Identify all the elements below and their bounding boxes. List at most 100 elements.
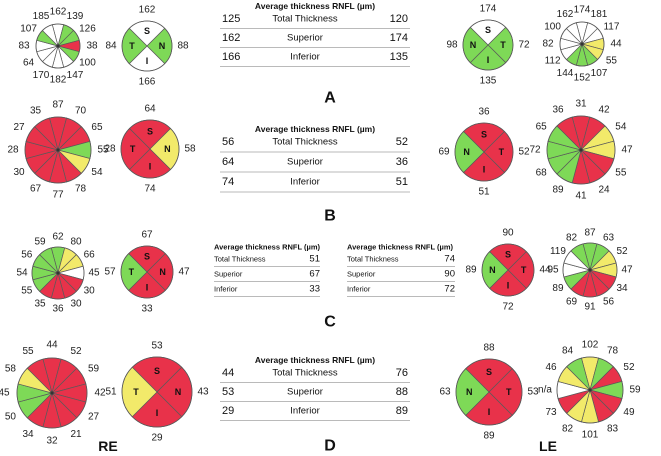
panel-c-right-quadrant-value: 33: [141, 304, 153, 315]
panel-d-right-clock-center: [50, 391, 54, 395]
panel-d-right-clock-label: 34: [22, 429, 34, 440]
panel-c-left-clock-label: 119: [550, 246, 566, 257]
panel-d-left-quadrant-value: 63: [439, 387, 451, 398]
panel-d-table-re-value: 44: [222, 367, 234, 379]
panel-d-left-clock-center: [588, 388, 592, 392]
panel-b-left-clock-label: 89: [552, 184, 564, 195]
panel-b-right-clock-label: 77: [52, 190, 64, 201]
panel-a-right-quadrant-letter: S: [144, 26, 150, 36]
panel-d-table-row-label: Inferior: [290, 406, 320, 417]
panel-a-table-row-label: Total Thickness: [272, 14, 338, 25]
panel-a-right-clock-label: 100: [79, 58, 96, 69]
panel-d-right-quadrant-value: 53: [151, 341, 163, 352]
panel-b-left-quadrant-outline: [454, 122, 514, 182]
panel-b-left-quadrant-value: 51: [478, 187, 490, 198]
panel-c-right-clock-label: 30: [84, 286, 96, 297]
panel-d-right-quadrant-outline: [121, 356, 193, 428]
panel-b-right-clock-outline: [24, 116, 92, 184]
panel-b-left-clock-label: 54: [615, 122, 627, 133]
panel-b-left-quadrant-letter: N: [463, 147, 470, 157]
panel-b-table-row-label: Inferior: [290, 177, 320, 188]
panel-c-right-clock-label: 54: [16, 268, 28, 279]
panel-a-table-row-label: Superior: [287, 33, 323, 44]
panel-b-left-clock-chart: 31 42 54 47 55 24 41 89 68 72 65 36: [529, 99, 633, 202]
panel-c-letter: C: [324, 314, 336, 331]
panel-b-table-le-value: 51: [396, 176, 408, 188]
panel-c-left-quadrant-value: 90: [502, 228, 514, 239]
panel-c-right-table-row-label: Superior: [214, 270, 243, 279]
panel-a-right-quadrant-value: 166: [139, 77, 156, 88]
panel-a-left-quadrant-chart: S 174 T 72 I 135 N 98: [446, 4, 530, 87]
panel-d-left-quadrant-value: 53: [527, 387, 539, 398]
panel-a-left-clock-label: 174: [574, 5, 591, 16]
panel-a-left-clock-label: 82: [542, 39, 554, 50]
panel-b-left-quadrant-letter: I: [483, 164, 486, 174]
panel-b-left-quadrant-letter: T: [499, 147, 505, 157]
panel-a-right-quadrant-outline: [121, 20, 173, 72]
panel-b-right-clock-chart: 87 70 65 55 54 78 77 67 30 28 27 35: [7, 100, 109, 201]
panel-a-right-clock-label: 83: [18, 41, 30, 52]
panel-a-table-le-value: 120: [390, 13, 408, 25]
panel-d-left-clock-label: 73: [545, 407, 557, 418]
panel-b-right-quadrant-value: 64: [144, 104, 156, 115]
panel-a-table-re-value: 166: [222, 51, 240, 63]
panel-d-table-le-value: 88: [396, 386, 408, 398]
panel-d-table-title: Average thickness RNFL (µm): [255, 355, 375, 365]
panel-c-right-clock-label: 36: [52, 304, 64, 315]
panel-c-left-clock-label: 47: [621, 265, 633, 276]
panel-d-table-le-value: 89: [396, 405, 408, 417]
panel-d-right-quadrant-value: 43: [197, 387, 209, 398]
panel-d-right-clock-label: 50: [5, 412, 17, 423]
panel-c-right-clock-label: 62: [52, 232, 64, 243]
panel-c-right-table-value: 33: [309, 284, 320, 295]
panel-d-right-clock-label: 27: [88, 412, 100, 423]
panel-c-right-quadrant-value: 47: [178, 267, 190, 278]
panel-b-table-re-value: 64: [222, 156, 234, 168]
panel-a-left-clock-center: [580, 42, 584, 46]
panel-b-table-row-label: Superior: [287, 157, 323, 168]
panel-d-left-clock-chart: 102 78 52 59 49 83 101 82 73 n/a 46 84: [538, 340, 641, 441]
panel-c-left-table-title: Average thickness RNFL (µm): [347, 243, 454, 252]
panel-a-right-quadrant-letter: T: [129, 41, 135, 51]
panel-d-right-clock-outline: [16, 357, 88, 429]
panel-b-left-clock-label: 42: [598, 105, 610, 116]
panel-b-right-quadrant-letter: T: [130, 144, 136, 154]
panel-b-table-row-label: Total Thickness: [272, 137, 338, 148]
panel-b-right-clock-label: 54: [91, 167, 103, 178]
panel-a-table-re-value: 162: [222, 32, 240, 44]
panel-c-right-clock-label: 45: [88, 268, 100, 279]
panel-b-right-clock-label: 55: [97, 145, 109, 156]
panel-a-right-quadrant-letter: I: [146, 56, 149, 66]
panel-c-left-quadrant-value: 72: [502, 302, 514, 313]
panel-d-table-le-value: 76: [396, 367, 408, 379]
panel-c-left-clock-label: 82: [566, 232, 578, 243]
panel-c-right-quadrant-letter: N: [159, 267, 166, 277]
panel-c-left-clock-label: 89: [552, 283, 564, 294]
panel-a-letter: A: [324, 90, 336, 107]
panel-d-left-quadrant-chart: S 88 T 53 I 89 N 63: [439, 343, 539, 442]
panel-b-left-quadrant-chart: S 36 T 52 I 51 N 69: [438, 107, 530, 198]
panel-a-right-clock-label: 182: [50, 75, 67, 86]
panel-b-table-re-value: 74: [222, 176, 234, 188]
panel-c-left-clock-label: 95: [547, 265, 559, 276]
panel-a-right-clock-label: 38: [86, 41, 98, 52]
panel-c-left-clock-label: 34: [616, 283, 628, 294]
panel-d-left-clock-label: 83: [607, 423, 619, 434]
panel-c-left-table-value: 74: [444, 254, 455, 265]
panel-c-right-clock-label: 35: [34, 299, 46, 310]
panel-a-left-quadrant-letter: T: [500, 40, 506, 50]
panel-d-left-clock-label: 82: [562, 423, 574, 434]
panel-a-left-clock-label: 152: [574, 73, 591, 84]
panel-a-left-clock-label: 162: [557, 9, 574, 20]
panel-b-table-title: Average thickness RNFL (µm): [255, 124, 375, 134]
panel-d-right-quadrant-value: 51: [105, 387, 117, 398]
panel-b-left-quadrant-letter: S: [481, 130, 487, 140]
panel-d-left-clock-label: 46: [545, 362, 557, 373]
panel-d-table-re-value: 29: [222, 405, 234, 417]
panel-b-right-quadrant-letter: S: [147, 127, 153, 137]
panel-b-left-clock-label: 36: [552, 105, 564, 116]
panel-c-left-quadrant-value: 89: [465, 265, 477, 276]
